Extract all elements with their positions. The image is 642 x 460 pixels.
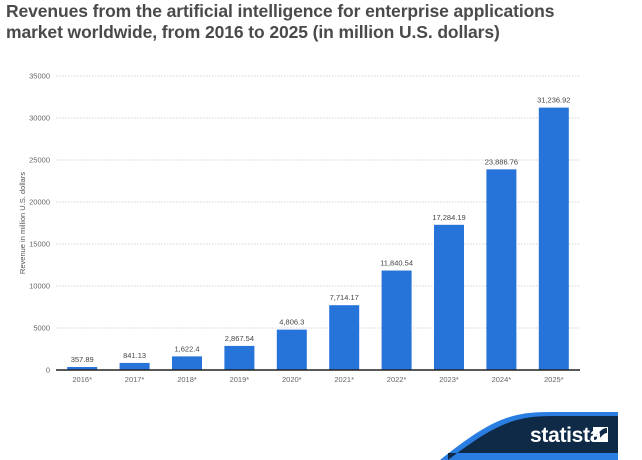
x-tick-label: 2020* — [282, 375, 302, 384]
x-tick-label: 2021* — [334, 375, 354, 384]
chart-title-line-1: Revenues from the artificial intelligenc… — [6, 1, 555, 21]
x-axis-ticks: 2016* 2017* 2018* 2019* 2020* 2021* 2022* 2023*… — [72, 375, 563, 384]
logo-banner-background — [448, 416, 618, 460]
y-tick-label: 35000 — [29, 72, 50, 81]
bars — [67, 107, 569, 371]
chart-title: Revenues from the artificial intelligenc… — [6, 1, 636, 43]
y-tick-label: 10000 — [29, 282, 50, 291]
y-tick-label: 25000 — [29, 156, 50, 165]
x-tick-label: 2023* — [439, 375, 459, 384]
bar — [434, 224, 464, 370]
data-label: 841.13 — [123, 351, 146, 360]
data-label: 357.89 — [71, 355, 94, 364]
bar — [486, 169, 517, 370]
bar — [381, 270, 412, 370]
x-tick-label: 2018* — [177, 375, 197, 384]
y-tick-label: 20000 — [29, 198, 50, 207]
y-tick-label: 0 — [46, 366, 50, 375]
y-axis-ticks: 0 5000 10000 15000 20000 25000 30000 35000 — [29, 72, 50, 375]
data-label: 2,867.54 — [225, 334, 254, 343]
bar — [172, 356, 202, 370]
chart-title-line-2: market worldwide, from 2016 to 2025 (in … — [6, 22, 500, 42]
y-axis-label: Revenue in million U.S. dollars — [18, 172, 27, 274]
data-labels: 357.89 841.13 1,622.4 2,867.54 4,806.3 7,714.… — [71, 96, 571, 364]
bar — [538, 107, 569, 371]
bar — [224, 345, 255, 370]
data-label: 4,806.3 — [279, 318, 304, 327]
bar — [119, 362, 150, 370]
gridlines — [56, 75, 580, 329]
x-tick-label: 2024* — [492, 375, 512, 384]
x-tick-label: 2016* — [72, 375, 92, 384]
x-tick-label: 2022* — [387, 375, 407, 384]
y-tick-label: 30000 — [29, 114, 50, 123]
bar — [276, 329, 307, 370]
data-label: 31,236.92 — [537, 96, 570, 105]
x-tick-label: 2017* — [125, 375, 145, 384]
data-label: 17,284.19 — [432, 213, 465, 222]
statista-logo — [440, 412, 618, 460]
logo-mark-icon — [593, 427, 608, 442]
statista-logo-text: statista — [530, 424, 602, 447]
x-tick-label: 2019* — [230, 375, 250, 384]
data-label: 7,714.17 — [330, 293, 359, 302]
y-tick-label: 5000 — [33, 324, 50, 333]
data-label: 11,840.54 — [380, 259, 413, 268]
y-tick-label: 15000 — [29, 240, 50, 249]
bar — [329, 305, 360, 370]
x-tick-label: 2025* — [544, 375, 564, 384]
bar — [67, 366, 98, 370]
data-label: 23,886.76 — [485, 157, 518, 166]
data-label: 1,622.4 — [174, 344, 199, 353]
